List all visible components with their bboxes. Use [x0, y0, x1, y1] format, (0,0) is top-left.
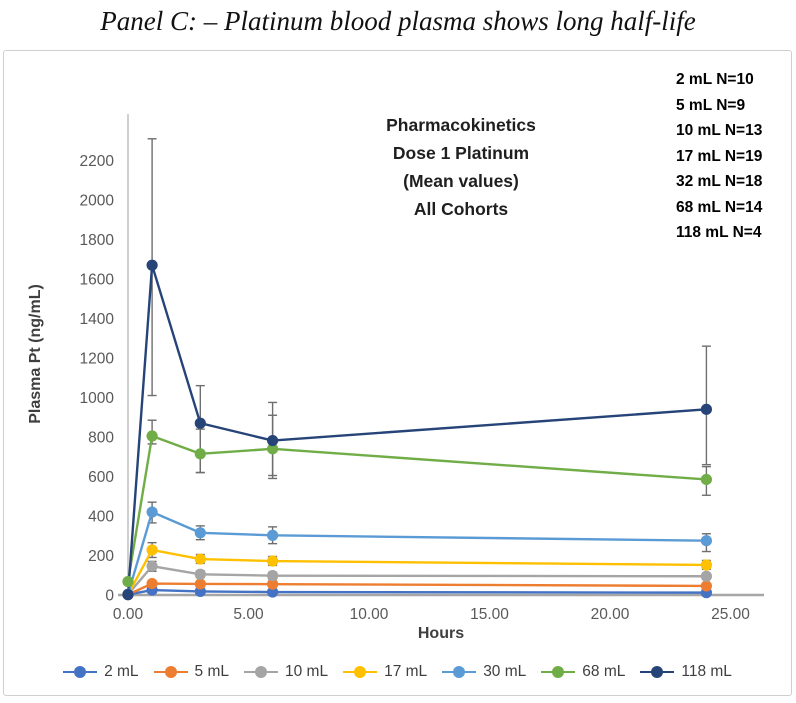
chart-title-line: Pharmacokinetics — [386, 115, 536, 135]
axes — [118, 114, 764, 597]
series-marker-icon — [640, 666, 675, 678]
svg-text:1000: 1000 — [80, 390, 115, 407]
y-axis-title: Plasma Pt (ng/mL) — [27, 284, 44, 424]
svg-text:25.00: 25.00 — [711, 606, 750, 623]
annotation-line: 2 mL N=10 — [676, 71, 754, 88]
series-118mL — [126, 264, 707, 595]
legend-item-68ml: 68 mL — [541, 663, 625, 681]
svg-text:10.00: 10.00 — [350, 606, 389, 623]
chart-panel: 0 200 400 600 800 1000 1200 1400 1600 1800 2000 220… — [3, 50, 792, 696]
svg-text:1600: 1600 — [80, 272, 115, 289]
svg-text:5.00: 5.00 — [233, 606, 264, 623]
annotation-line: 68 mL N=14 — [676, 198, 763, 216]
svg-text:0: 0 — [105, 588, 114, 605]
svg-text:20.00: 20.00 — [591, 606, 630, 623]
series-marker-icon — [244, 666, 278, 678]
svg-text:2200: 2200 — [80, 153, 115, 170]
svg-text:1400: 1400 — [80, 311, 115, 328]
series-marker-icon — [153, 666, 188, 678]
figure-title: Panel C: – Platinum blood plasma shows l… — [100, 6, 696, 36]
legend-item-10ml: 10 mL — [244, 663, 328, 681]
svg-text:2000: 2000 — [80, 193, 115, 210]
legend-item-30ml: 30 mL — [442, 663, 526, 681]
series-10mL — [127, 564, 707, 596]
x-axis-title: Hours — [418, 625, 464, 642]
markers-118mL — [122, 259, 713, 601]
chart-title: Pharmacokinetics Dose 1 Platinum (Mean v… — [296, 111, 626, 223]
legend-label: 118 mL — [681, 663, 732, 680]
series-marker-icon — [343, 666, 378, 678]
annotation-line: 32 mL N=18 — [676, 173, 763, 190]
legend-label: 10 mL — [285, 663, 329, 680]
legend-item-2ml: 2 mL — [63, 663, 139, 681]
svg-text:800: 800 — [88, 430, 114, 447]
svg-text:1200: 1200 — [80, 351, 115, 368]
series-marker-icon — [541, 666, 576, 678]
chart-title-line: Dose 1 Platinum — [392, 143, 530, 163]
annotation-line: 5 mL N=9 — [676, 96, 746, 114]
legend-label: 5 mL — [194, 663, 229, 680]
series-marker-icon — [442, 666, 477, 678]
svg-text:600: 600 — [88, 469, 114, 486]
svg-text:400: 400 — [88, 509, 114, 526]
cohort-n-annotation: 2 mL N=10 5 mL N=9 10 mL N=13 17 mL N=19… — [676, 67, 791, 246]
legend-item-17ml: 17 mL — [343, 663, 427, 681]
series-marker-icon — [63, 666, 98, 678]
chart-title-line: (Mean values) — [403, 171, 519, 191]
svg-text:1800: 1800 — [80, 232, 115, 249]
x-tick-labels: 0.00 5.00 10.00 15.00 20.00 25.00 — [113, 606, 750, 623]
chart-legend: 2 mL 5 mL 10 mL 17 mL 30 mL 68 mL 118 mL — [4, 663, 791, 681]
plot-area: 0 200 400 600 800 1000 1200 1400 1600 1800 2000 220… — [27, 114, 764, 642]
y-tick-labels: 0 200 400 600 800 1000 1200 1400 1600 1800 2000 220… — [80, 153, 115, 605]
legend-label: 30 mL — [483, 663, 527, 680]
legend-label: 17 mL — [384, 663, 428, 680]
annotation-line: 17 mL N=19 — [676, 147, 763, 165]
svg-text:0.00: 0.00 — [113, 606, 144, 623]
series-17mL — [126, 548, 707, 595]
legend-label: 2 mL — [104, 663, 139, 680]
svg-text:200: 200 — [88, 548, 114, 565]
markers-5mL — [122, 577, 713, 601]
legend-item-118ml: 118 mL — [640, 663, 732, 681]
annotation-line: 118 mL N=4 — [676, 224, 762, 241]
legend-item-5ml: 5 mL — [153, 663, 229, 681]
chart-title-line: All Cohorts — [413, 199, 509, 219]
legend-label: 68 mL — [582, 663, 626, 680]
markers-68mL — [122, 430, 713, 588]
series-30mL — [126, 510, 707, 595]
svg-text:15.00: 15.00 — [470, 606, 509, 623]
annotation-line: 10 mL N=13 — [676, 122, 763, 139]
